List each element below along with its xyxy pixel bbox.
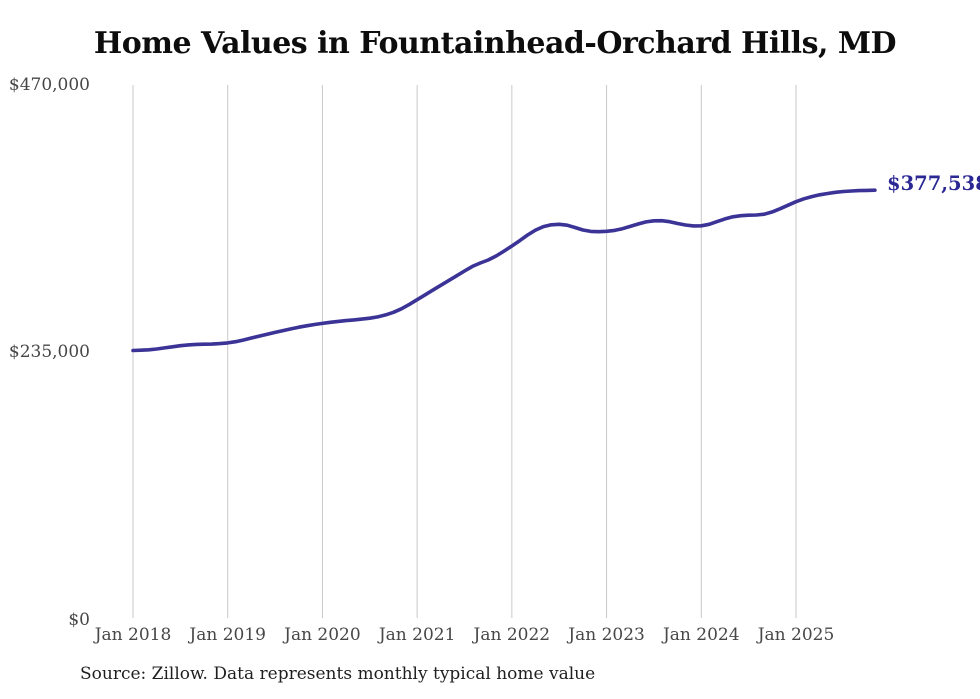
x-axis-tick-label: Jan 2019 — [189, 625, 266, 645]
home-value-trend-line — [131, 188, 877, 353]
chart-title: Home Values in Fountainhead-Orchard Hill… — [93, 26, 897, 61]
x-axis-tick-label: Jan 2021 — [378, 625, 456, 645]
y-axis-tick-label-top: $470,000 — [8, 75, 90, 95]
x-axis-tick-label: Jan 2020 — [284, 625, 361, 645]
x-axis-tick-label: Jan 2022 — [473, 625, 551, 645]
latest-value-label: $377,538 — [887, 172, 980, 195]
source-note: Source: Zillow. Data represents monthly … — [80, 664, 596, 684]
y-axis-tick-label-zero: $0 — [68, 610, 90, 630]
x-axis-tick-label: Jan 2018 — [94, 625, 172, 645]
y-axis-tick-label-mid: $235,000 — [8, 342, 90, 362]
x-axis-tick-label: Jan 2023 — [568, 625, 645, 645]
x-axis-tick-label: Jan 2025 — [757, 625, 835, 645]
x-axis-tick-label: Jan 2024 — [662, 625, 740, 645]
